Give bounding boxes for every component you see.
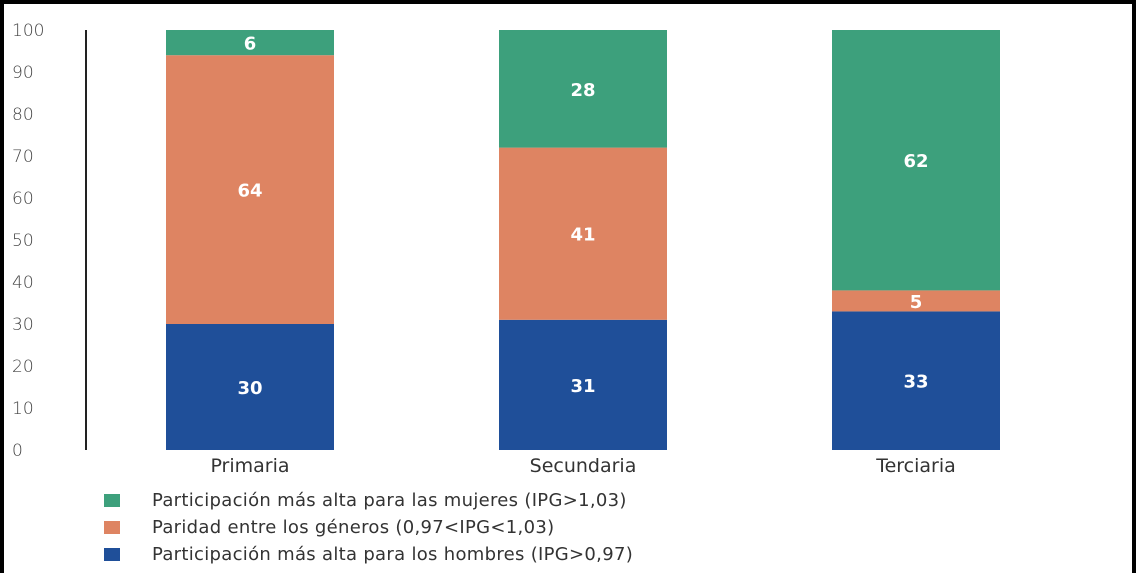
legend: Participación más alta para las mujeres …	[104, 487, 633, 568]
bar-segment	[166, 55, 334, 324]
data-label: 33	[903, 372, 928, 393]
data-label: 41	[570, 225, 595, 246]
bar-segment	[832, 311, 1000, 450]
y-tick-label: 90	[12, 63, 34, 83]
y-tick-label: 60	[12, 189, 34, 209]
data-label: 62	[903, 151, 928, 172]
category-labels: Primaria Secundaria Terciaria	[210, 455, 955, 477]
legend-item: Participación más alta para las mujeres …	[104, 487, 633, 514]
data-label: 30	[237, 378, 262, 399]
legend-item: Paridad entre los géneros (0,97<IPG<1,03…	[104, 514, 633, 541]
bar-segment	[499, 147, 667, 320]
legend-label: Paridad entre los géneros (0,97<IPG<1,03…	[152, 517, 555, 538]
bar-segment	[832, 30, 1000, 291]
y-tick-label: 20	[12, 357, 34, 377]
y-tick-label: 10	[12, 399, 34, 419]
data-label: 5	[910, 292, 923, 313]
legend-swatch	[104, 548, 120, 561]
data-label: 31	[570, 376, 595, 397]
category-label: Secundaria	[530, 455, 637, 477]
legend-label: Participación más alta para los hombres …	[152, 544, 634, 565]
bar-segment	[832, 290, 1000, 312]
y-tick-label: 70	[12, 147, 34, 167]
category-label: Primaria	[210, 455, 289, 477]
category-label: Terciaria	[875, 455, 956, 477]
bar-segment	[166, 30, 334, 56]
legend-swatch	[104, 494, 120, 507]
y-tick-label: 100	[12, 21, 44, 41]
legend-label: Participación más alta para las mujeres …	[152, 490, 627, 511]
y-tick-label: 80	[12, 105, 34, 125]
y-axis-ticks: 0 10 20 30 40 50 60 70 80 90 100	[12, 21, 44, 461]
legend-item: Participación más alta para los hombres …	[104, 541, 633, 568]
y-tick-label: 0	[12, 441, 23, 461]
legend-swatch	[104, 521, 120, 534]
bar-segment	[499, 30, 667, 148]
data-label: 6	[244, 34, 257, 55]
y-tick-label: 50	[12, 231, 34, 251]
data-label: 64	[237, 181, 262, 202]
y-tick-label: 40	[12, 273, 34, 293]
bar-segment	[499, 319, 667, 450]
data-label: 28	[570, 80, 595, 101]
y-tick-label: 30	[12, 315, 34, 335]
bars: 30 64 6 31 41 28 33 5 62	[166, 30, 1000, 450]
bar-segment	[166, 324, 334, 450]
